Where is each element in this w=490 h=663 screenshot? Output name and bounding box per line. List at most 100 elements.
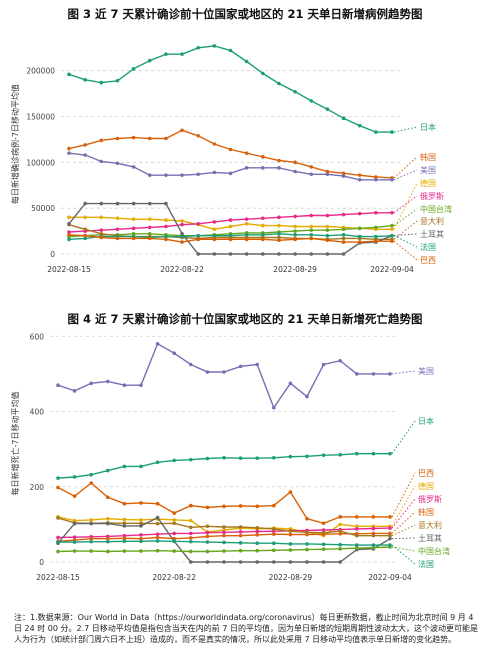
data-point bbox=[390, 227, 394, 232]
data-point bbox=[374, 130, 378, 134]
data-point bbox=[155, 342, 160, 346]
series-label: 俄罗斯 bbox=[420, 191, 444, 201]
x-tick-label: 2022-08-22 bbox=[152, 573, 196, 582]
data-point bbox=[309, 236, 314, 241]
data-point bbox=[155, 460, 160, 465]
y-axis-label: 每日新增死亡-7日移动平均值 bbox=[10, 392, 20, 496]
data-point bbox=[67, 72, 71, 77]
chart-title: 图 4 近 7 天累计确诊前十位国家或地区的 21 天单日新增死亡趋势图 bbox=[67, 312, 422, 326]
data-point bbox=[371, 372, 376, 376]
series-label: 韩国 bbox=[420, 152, 436, 162]
data-point bbox=[99, 232, 104, 236]
data-point bbox=[244, 232, 249, 237]
label-leader-line bbox=[391, 370, 416, 375]
data-point bbox=[371, 451, 376, 456]
series-韩国 bbox=[67, 128, 394, 180]
data-point bbox=[244, 59, 249, 64]
data-point bbox=[261, 223, 265, 228]
data-point bbox=[244, 221, 249, 226]
data-point bbox=[388, 515, 392, 519]
data-point bbox=[155, 535, 160, 540]
data-point bbox=[255, 362, 259, 367]
data-point bbox=[155, 515, 160, 520]
label-leader-line bbox=[393, 240, 418, 261]
data-point bbox=[355, 527, 359, 531]
data-point bbox=[388, 451, 392, 456]
y-tick-label: 0 bbox=[50, 250, 55, 259]
data-point bbox=[228, 218, 233, 222]
data-point bbox=[277, 158, 281, 163]
data-point bbox=[67, 146, 71, 151]
data-point bbox=[277, 166, 281, 170]
data-point bbox=[305, 560, 309, 564]
data-point bbox=[338, 515, 343, 519]
data-point bbox=[189, 560, 193, 564]
data-point bbox=[338, 560, 343, 564]
data-point bbox=[338, 522, 343, 527]
series-俄罗斯 bbox=[67, 210, 394, 234]
data-point bbox=[83, 201, 87, 206]
data-point bbox=[390, 223, 394, 228]
data-point bbox=[131, 217, 136, 221]
data-point bbox=[338, 547, 343, 551]
data-point bbox=[388, 526, 392, 530]
data-point bbox=[106, 379, 110, 384]
data-point bbox=[261, 216, 265, 221]
data-point bbox=[56, 516, 60, 520]
data-point bbox=[341, 240, 346, 244]
data-point bbox=[228, 224, 233, 229]
data-point bbox=[355, 515, 359, 519]
data-point bbox=[341, 236, 346, 241]
data-point bbox=[131, 232, 136, 236]
data-point bbox=[196, 221, 200, 226]
data-point bbox=[67, 221, 71, 226]
data-point bbox=[212, 227, 217, 232]
data-point bbox=[371, 533, 376, 538]
data-point bbox=[272, 455, 276, 460]
data-point bbox=[309, 213, 314, 218]
data-point bbox=[222, 504, 226, 509]
data-point bbox=[244, 166, 249, 170]
data-point bbox=[390, 239, 394, 243]
data-point bbox=[355, 451, 359, 456]
series-label: 巴西 bbox=[420, 256, 436, 265]
data-point bbox=[89, 481, 93, 485]
data-point bbox=[212, 252, 217, 256]
y-tick-label: 100000 bbox=[26, 158, 55, 167]
data-point bbox=[164, 173, 168, 177]
data-point bbox=[277, 252, 281, 256]
data-point bbox=[357, 123, 362, 128]
data-point bbox=[321, 362, 326, 367]
data-point bbox=[293, 252, 297, 256]
y-axis-label: 每日新增确诊病例-7日移动平均值 bbox=[10, 84, 20, 204]
data-point bbox=[89, 521, 93, 526]
data-point bbox=[288, 490, 293, 494]
data-point bbox=[67, 232, 71, 237]
data-point bbox=[228, 252, 233, 256]
data-point bbox=[288, 532, 293, 537]
data-point bbox=[325, 238, 330, 243]
data-point bbox=[99, 159, 104, 164]
data-point bbox=[321, 542, 326, 547]
data-point bbox=[89, 539, 93, 544]
data-point bbox=[83, 236, 87, 241]
data-point bbox=[355, 543, 359, 547]
data-point bbox=[139, 464, 143, 469]
data-point bbox=[164, 237, 168, 242]
data-point bbox=[325, 224, 330, 229]
data-point bbox=[106, 536, 110, 541]
data-point bbox=[99, 228, 104, 232]
data-point bbox=[321, 453, 326, 457]
data-point bbox=[255, 504, 259, 509]
data-point bbox=[131, 67, 136, 71]
data-point bbox=[115, 236, 120, 241]
data-point bbox=[164, 52, 168, 56]
data-point bbox=[321, 547, 326, 552]
data-point bbox=[357, 226, 362, 231]
y-tick-label: 150000 bbox=[26, 113, 55, 122]
data-point bbox=[196, 45, 200, 50]
series-label: 美国 bbox=[418, 366, 434, 376]
data-point bbox=[238, 560, 243, 564]
